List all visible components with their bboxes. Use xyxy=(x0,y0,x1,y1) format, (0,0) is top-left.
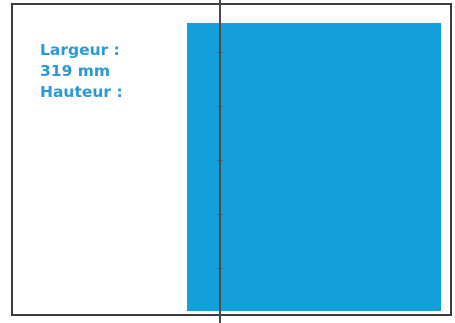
blue-print-area xyxy=(187,23,441,311)
fold-tick xyxy=(217,106,223,107)
fold-tick xyxy=(217,214,223,215)
document-frame: Largeur : 319 mm Hauteur : xyxy=(11,3,452,316)
height-label: Hauteur : xyxy=(40,83,123,101)
fold-tick xyxy=(217,52,223,53)
fold-line xyxy=(219,0,221,323)
dimension-labels: Largeur : 319 mm Hauteur : xyxy=(40,40,123,103)
fold-tick xyxy=(217,160,223,161)
width-label: Largeur : xyxy=(40,41,120,59)
fold-tick xyxy=(217,268,223,269)
width-value: 319 mm xyxy=(40,62,111,80)
